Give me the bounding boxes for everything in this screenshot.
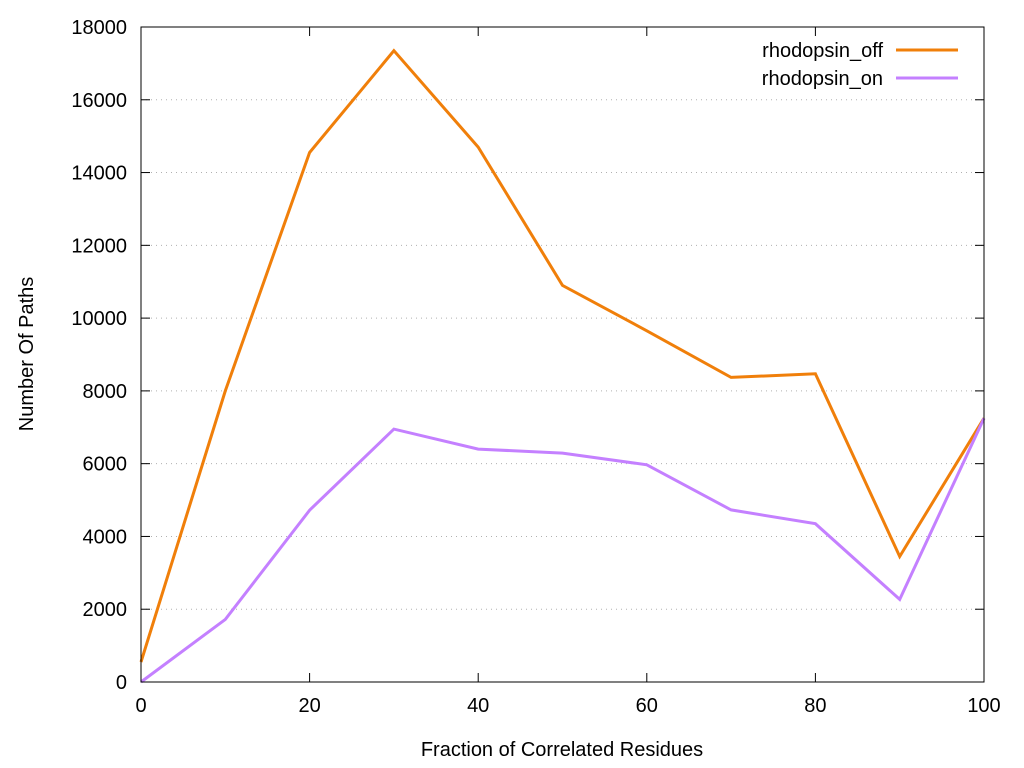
- x-tick-label: 20: [298, 695, 320, 717]
- legend: rhodopsin_off rhodopsin_on: [762, 40, 958, 90]
- x-tick-label: 0: [135, 695, 146, 717]
- axis-ticks: 0 2000 4000 6000 8000 10000 12000 14000 16000 180…: [71, 17, 1000, 717]
- series-lines: [139, 48, 986, 684]
- y-tick-label: 8000: [83, 381, 128, 403]
- x-tick-label: 40: [467, 695, 489, 717]
- y-tick-label: 4000: [83, 526, 128, 548]
- y-tick-label: 16000: [71, 90, 127, 112]
- y-tick-label: 14000: [71, 163, 127, 185]
- y-tick-label: 18000: [71, 17, 127, 39]
- series-line-rhodopsin-off: [139, 48, 986, 663]
- y-tick-label: 6000: [83, 454, 128, 476]
- y-axis-label: Number Of Paths: [16, 277, 38, 432]
- y-tick-label: 0: [116, 672, 127, 694]
- legend-label-rhodopsin-off: rhodopsin_off: [762, 40, 883, 62]
- series-line-rhodopsin-on: [140, 417, 986, 684]
- y-tick-label: 2000: [83, 599, 128, 621]
- y-tick-label: 12000: [71, 235, 127, 257]
- grid-lines: [141, 99, 984, 610]
- x-axis-label: Fraction of Correlated Residues: [421, 739, 703, 761]
- legend-label-rhodopsin-on: rhodopsin_on: [762, 68, 883, 90]
- x-tick-label: 80: [804, 695, 826, 717]
- x-tick-label: 60: [636, 695, 658, 717]
- y-tick-label: 10000: [71, 308, 127, 330]
- plot-frame: [140, 26, 985, 683]
- x-tick-label: 100: [967, 695, 1000, 717]
